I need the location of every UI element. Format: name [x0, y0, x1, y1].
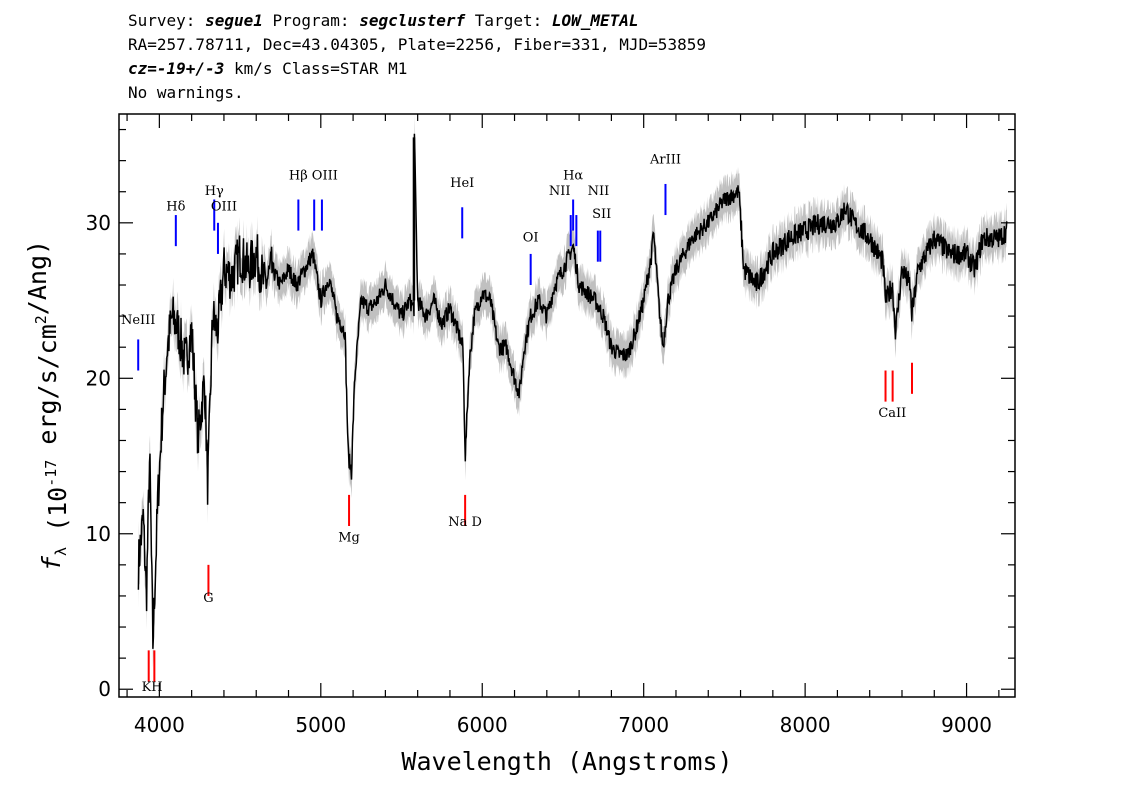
y-tick-label: 10	[86, 522, 111, 546]
line-label: NII	[549, 184, 571, 199]
spectrum-header-line-2: RA=257.78711, Dec=43.04305, Plate=2256, …	[128, 35, 706, 54]
line-label: OIII	[312, 168, 338, 183]
y-axis-label-part: λ	[52, 547, 70, 556]
y-axis-label-part: (10	[43, 487, 72, 547]
line-label: Mg	[338, 531, 360, 546]
line-label: Hδ	[166, 199, 185, 214]
y-axis-label-part: f	[37, 555, 66, 571]
y-axis-label-part: -17	[42, 460, 60, 487]
error-band	[138, 115, 1007, 668]
spectrum-header-line-1: Survey: segue1 Program: segclusterf Targ…	[128, 11, 639, 30]
x-tick-label: 7000	[618, 713, 669, 737]
line-label: ArIII	[649, 153, 681, 168]
flux-line	[137, 133, 1008, 649]
redshift-value: cz=-19+/-3	[128, 59, 225, 78]
spectrum-header-line-4: No warnings.	[128, 83, 244, 102]
line-label: HeI	[450, 176, 474, 191]
survey-value: segue1	[205, 11, 263, 30]
x-axis-label: Wavelength (Angstroms)	[401, 747, 732, 776]
x-tick-label: 5000	[295, 713, 346, 737]
x-tick-label: 8000	[780, 713, 831, 737]
line-label: Na D	[448, 515, 482, 530]
y-tick-label: 30	[86, 211, 111, 235]
x-tick-label: 6000	[457, 713, 508, 737]
y-axis-label-part: /Ang)	[23, 240, 52, 315]
y-axis-label: fλ (10-17 erg/s/cm2/Ang)	[23, 240, 72, 571]
target-value: LOW_METAL	[551, 11, 639, 30]
y-axis-label-part: erg/s/cm	[33, 324, 62, 459]
line-label: Hα	[563, 168, 583, 183]
y-axis-label-part: 2	[32, 315, 50, 324]
program-value: segclusterf	[359, 11, 466, 30]
x-tick-label: 9000	[941, 713, 992, 737]
y-tick-label: 0	[98, 677, 111, 701]
line-label: SII	[592, 207, 611, 222]
spectrum-header-line-3: cz=-19+/-3 km/s Class=STAR M1	[128, 59, 408, 78]
plot-frame	[118, 113, 1016, 698]
line-label: Hβ	[289, 168, 308, 183]
line-label: KH	[142, 680, 163, 695]
line-label: G	[203, 591, 213, 606]
line-label: OIII	[211, 199, 237, 214]
y-tick-label: 20	[86, 366, 111, 390]
line-label: CaII	[878, 406, 906, 421]
line-label: NII	[588, 184, 610, 199]
x-tick-label: 4000	[134, 713, 185, 737]
line-label: OI	[523, 230, 539, 245]
line-label: Hγ	[205, 184, 224, 199]
line-label: NeIII	[121, 313, 155, 328]
